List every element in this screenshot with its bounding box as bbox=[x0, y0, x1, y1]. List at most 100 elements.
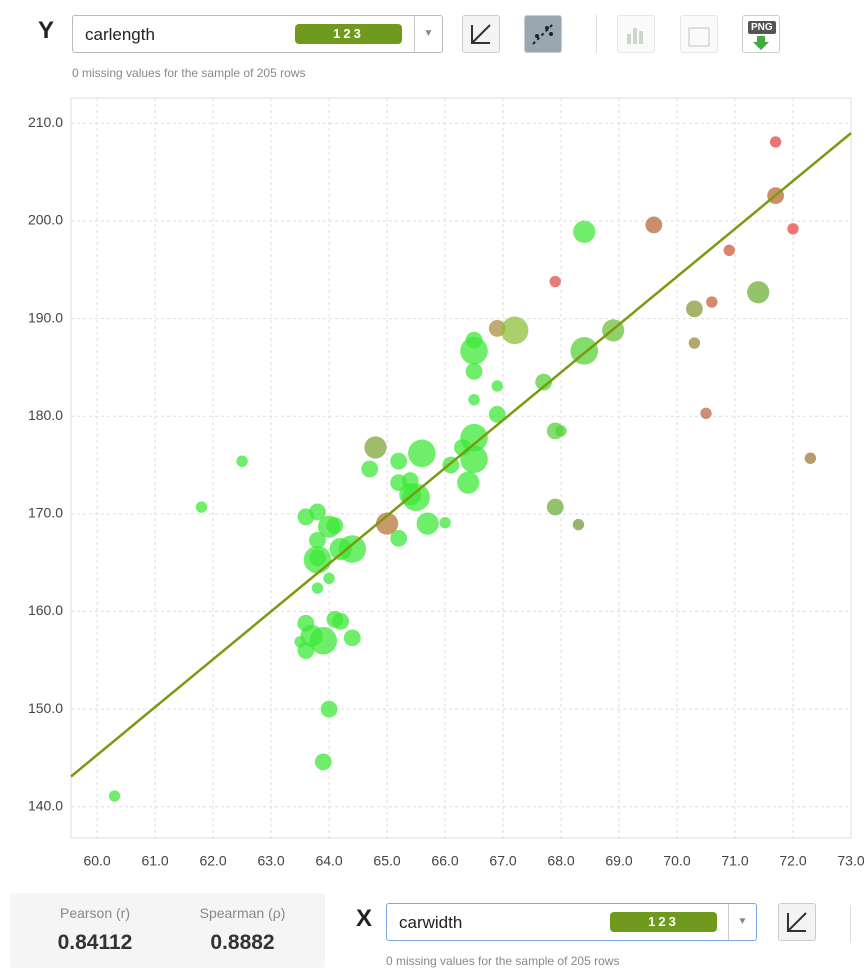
histogram-button[interactable] bbox=[617, 15, 655, 53]
point bbox=[303, 545, 332, 574]
x-tick-label: 65.0 bbox=[373, 853, 400, 869]
y-tick-label: 180.0 bbox=[28, 407, 63, 423]
point bbox=[375, 512, 399, 535]
icon bbox=[532, 23, 554, 45]
separator bbox=[850, 905, 851, 943]
y-tick-label: 150.0 bbox=[28, 700, 63, 716]
point bbox=[491, 380, 503, 392]
y-tick-label: 210.0 bbox=[28, 114, 63, 130]
point bbox=[361, 460, 379, 478]
x-tick-label: 64.0 bbox=[315, 853, 342, 869]
point bbox=[688, 337, 701, 349]
y-tick-label: 160.0 bbox=[28, 602, 63, 618]
separator bbox=[596, 15, 597, 53]
point bbox=[314, 753, 332, 771]
point bbox=[326, 517, 344, 534]
point bbox=[488, 405, 506, 423]
x-tick-label: 68.0 bbox=[547, 853, 574, 869]
stats-panel: Pearson (r) 0.84112 Spearman (ρ) 0.8882 bbox=[10, 893, 325, 968]
y-tick-label: 190.0 bbox=[28, 309, 63, 325]
x-letter: X bbox=[356, 905, 373, 932]
point bbox=[320, 700, 338, 718]
icon bbox=[753, 36, 769, 50]
x-regression-button[interactable] bbox=[778, 903, 816, 941]
pearson-label: Pearson (r) bbox=[59, 905, 131, 921]
point bbox=[311, 582, 324, 594]
point bbox=[465, 331, 483, 349]
chart: 140.0 150.0 160.0 170.0 180.0 190.0 200.0 210.0… bbox=[28, 97, 865, 869]
x-field: carwidth bbox=[399, 913, 463, 932]
point bbox=[390, 529, 408, 547]
point bbox=[500, 316, 529, 345]
point bbox=[195, 501, 208, 513]
x-tick-label: 60.0 bbox=[83, 853, 110, 869]
x-type-badge: 123 bbox=[610, 912, 717, 932]
x-tick-label: 69.0 bbox=[605, 853, 632, 869]
point bbox=[457, 471, 480, 494]
point bbox=[416, 512, 439, 535]
dropdown-arrow[interactable]: ▼ bbox=[728, 904, 756, 940]
plot-area bbox=[70, 97, 852, 839]
point bbox=[408, 439, 436, 468]
point bbox=[555, 425, 567, 437]
point bbox=[535, 373, 553, 391]
x-field-select[interactable]: carwidth 123 ▼ bbox=[386, 903, 757, 941]
point bbox=[706, 296, 718, 308]
point bbox=[747, 281, 770, 304]
point bbox=[686, 300, 703, 318]
x-tick-label: 63.0 bbox=[257, 853, 284, 869]
point bbox=[804, 452, 817, 464]
grid-button[interactable] bbox=[680, 15, 718, 53]
point bbox=[323, 572, 335, 585]
point bbox=[402, 483, 430, 512]
x-tick-label: 61.0 bbox=[141, 853, 168, 869]
icon bbox=[627, 28, 643, 44]
point bbox=[723, 244, 735, 256]
x-tick-label: 72.0 bbox=[779, 853, 806, 869]
point bbox=[645, 216, 663, 234]
y-field-select[interactable]: carlength 123 ▼ bbox=[72, 15, 443, 53]
point bbox=[546, 498, 564, 516]
point bbox=[309, 503, 326, 521]
png-button[interactable]: PNG bbox=[742, 15, 780, 53]
point bbox=[700, 407, 712, 420]
point bbox=[460, 423, 488, 452]
point bbox=[573, 220, 596, 243]
point bbox=[343, 629, 361, 647]
point bbox=[332, 612, 350, 630]
x-note: 0 missing values for the sample of 205 r… bbox=[386, 954, 620, 968]
x-tick-label: 71.0 bbox=[721, 853, 748, 869]
point bbox=[572, 518, 585, 531]
dropdown-arrow[interactable]: ▼ bbox=[414, 16, 442, 52]
point bbox=[390, 452, 408, 470]
point bbox=[108, 790, 121, 802]
trend-line bbox=[70, 132, 852, 778]
icon bbox=[688, 27, 710, 47]
y-field: carlength bbox=[85, 25, 155, 44]
point bbox=[468, 393, 480, 406]
y-letter: Y bbox=[38, 17, 55, 44]
point bbox=[364, 436, 387, 459]
y-type-badge: 123 bbox=[295, 24, 402, 44]
x-tick-label: 67.0 bbox=[489, 853, 516, 869]
point bbox=[465, 362, 483, 380]
x-tick-label: 73.0 bbox=[837, 853, 864, 869]
point bbox=[439, 516, 451, 529]
point bbox=[549, 275, 561, 288]
point bbox=[236, 455, 248, 467]
point bbox=[787, 223, 799, 235]
regression-button[interactable] bbox=[462, 15, 500, 53]
png-label: PNG bbox=[748, 21, 776, 34]
point bbox=[460, 445, 488, 474]
icon bbox=[787, 912, 807, 932]
x-tick-label: 70.0 bbox=[663, 853, 690, 869]
spearman-label: Spearman (ρ) bbox=[199, 905, 286, 921]
y-tick-label: 170.0 bbox=[28, 505, 63, 521]
y-tick-label: 200.0 bbox=[28, 212, 63, 228]
y-tick-label: 140.0 bbox=[28, 797, 63, 813]
y-note: 0 missing values for the sample of 205 r… bbox=[72, 66, 306, 80]
point bbox=[769, 136, 782, 148]
scatter-button[interactable] bbox=[524, 15, 562, 53]
point bbox=[338, 535, 367, 563]
